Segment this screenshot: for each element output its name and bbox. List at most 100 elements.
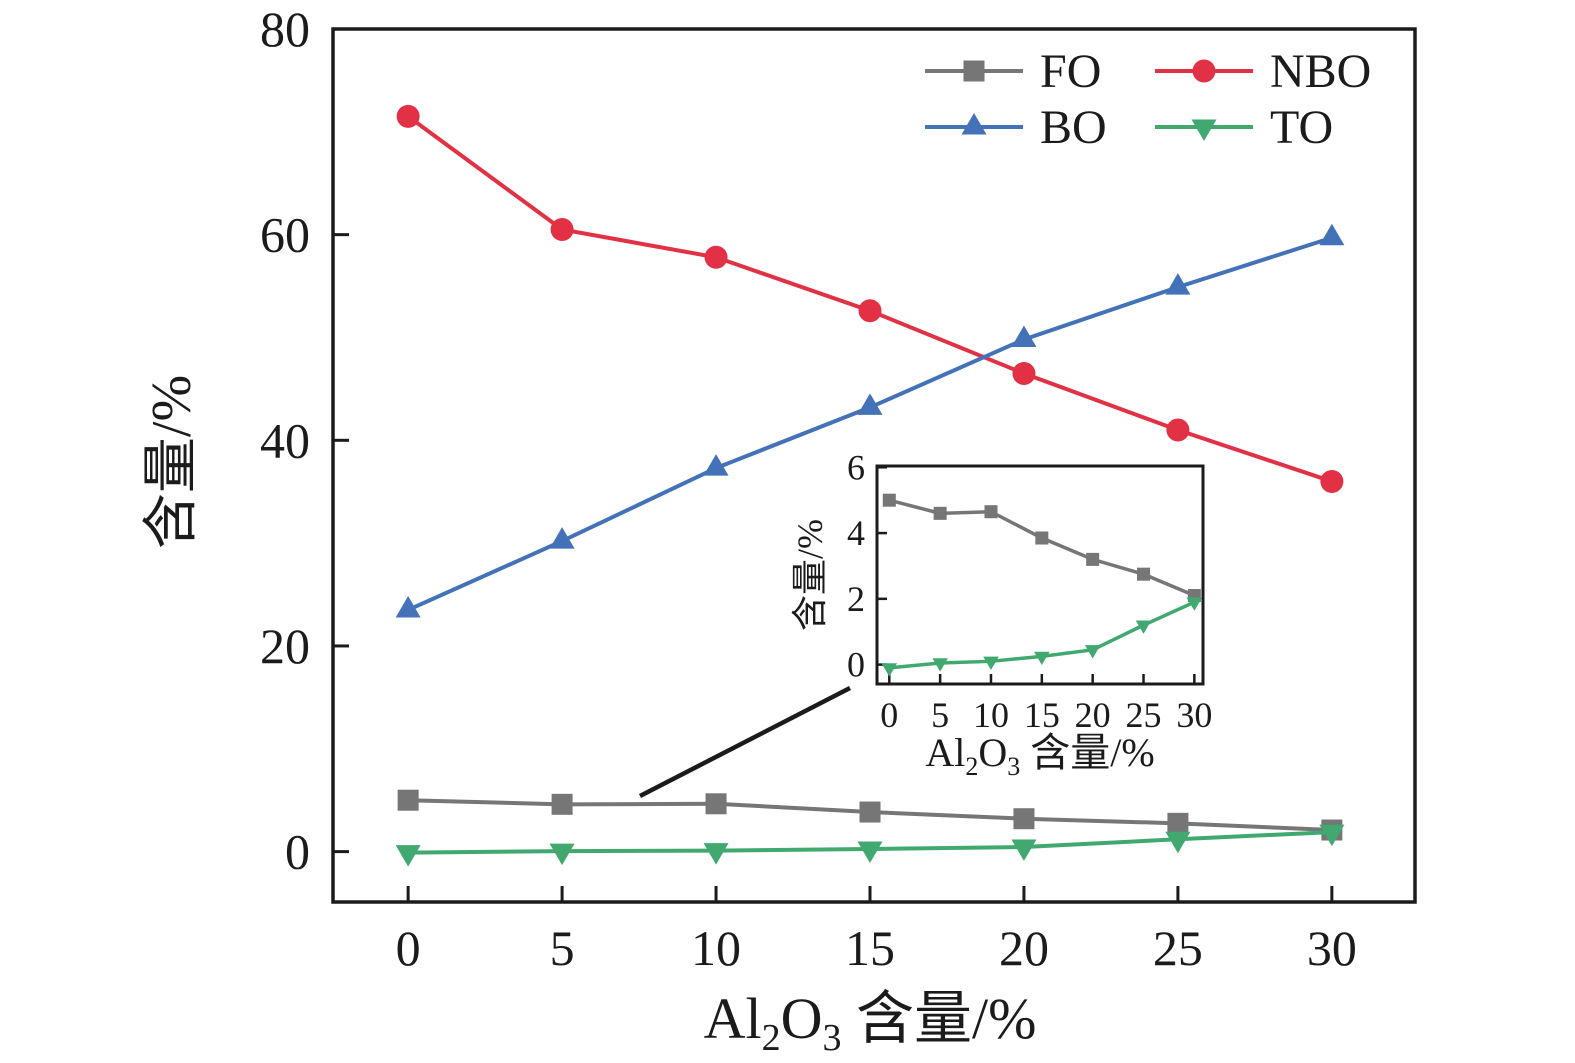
data-point-FO: [1013, 808, 1035, 830]
label-part: Al: [925, 730, 965, 775]
data-point-NBO: [1320, 469, 1344, 493]
legend-marker-square: [963, 60, 985, 82]
inset-x-tick-label: 10: [973, 695, 1009, 735]
inset-y-tick-label: 6: [847, 447, 865, 487]
data-point-TO: [983, 656, 999, 670]
inset-x-tick-label: 25: [1126, 695, 1162, 735]
legend-item-NBO: NBO: [1155, 45, 1371, 98]
series-TO: [881, 597, 1203, 677]
legend-item-BO: BO: [925, 101, 1107, 154]
data-point-BO: [549, 527, 575, 549]
legend-marker-circle: [1192, 59, 1216, 83]
label-part: 含量/%: [1020, 730, 1154, 775]
data-point-FO: [882, 493, 896, 507]
label-part: O: [781, 986, 823, 1051]
inset-series-group: [881, 493, 1203, 677]
data-point-FO: [984, 505, 998, 519]
data-point-TO: [857, 841, 883, 864]
data-point-NBO: [704, 245, 728, 269]
data-point-TO: [1186, 597, 1203, 611]
data-point-TO: [1034, 651, 1050, 666]
legend-marker-triangle-up: [961, 113, 987, 135]
data-point-TO: [1135, 620, 1152, 634]
y-tick-label: 60: [260, 207, 310, 263]
data-point-NBO: [1012, 361, 1036, 385]
data-point-FO: [551, 793, 573, 815]
legend-label: NBO: [1270, 45, 1371, 98]
inset-x-tick-label: 20: [1075, 695, 1111, 735]
series-BO: [395, 223, 1345, 618]
legend: FO NBO BO TO: [925, 45, 1371, 154]
data-point-TO: [1084, 645, 1101, 659]
y-tick-label: 20: [260, 618, 310, 674]
x-axis: 0 5 10 15 20 25 30: [396, 886, 1357, 976]
inset-y-tick-label: 2: [847, 579, 865, 619]
inset-x-tick-label: 30: [1176, 695, 1212, 735]
x-tick-label: 0: [396, 920, 421, 976]
inset-x-tick-label: 5: [931, 695, 949, 735]
x-tick-label: 30: [1307, 920, 1357, 976]
data-point-BO: [703, 454, 729, 476]
label-part: 2: [762, 1017, 781, 1059]
y-tick-label: 0: [285, 824, 310, 880]
series-FO: [397, 789, 1343, 841]
data-point-NBO: [550, 218, 574, 242]
inset-y-axis-title: 含量/%: [790, 519, 830, 631]
x-axis-title: Al2O3 含量/%: [704, 986, 1037, 1059]
inset-x-tick-label: 15: [1024, 695, 1060, 735]
y-tick-label: 40: [260, 412, 310, 468]
x-tick-label: 10: [691, 920, 741, 976]
plot-frame: [331, 27, 1417, 904]
label-part: 3: [1007, 752, 1020, 781]
legend-item-FO: FO: [925, 45, 1101, 98]
data-point-FO: [397, 789, 419, 811]
data-point-NBO: [396, 104, 420, 128]
inset-x-tick-label: 0: [880, 695, 898, 735]
data-point-BO: [857, 393, 883, 415]
data-point-TO: [932, 658, 948, 672]
series-NBO: [396, 104, 1344, 493]
label-part: Al: [704, 986, 762, 1051]
series-FO: [882, 493, 1201, 603]
data-point-FO: [1035, 531, 1049, 545]
data-point-BO: [1165, 273, 1191, 295]
data-point-TO: [1011, 839, 1037, 861]
inset-y-tick-label: 0: [847, 645, 865, 685]
data-point-FO: [1086, 552, 1100, 566]
data-point-FO: [933, 506, 947, 520]
x-tick-label: 15: [845, 920, 895, 976]
label-part: 3: [822, 1017, 841, 1059]
data-point-TO: [395, 845, 421, 867]
inset-frame: [875, 464, 1205, 686]
data-point-FO: [859, 801, 881, 823]
data-point-TO: [703, 843, 729, 865]
inset-x-axis-title: Al2O3 含量/%: [925, 730, 1154, 781]
x-tick-label: 25: [1153, 920, 1203, 976]
data-point-FO: [705, 793, 727, 815]
inset-leader-line: [638, 685, 852, 799]
legend-marker-triangle-down: [1191, 119, 1217, 141]
y-axis-title: 含量/%: [141, 375, 203, 549]
label-part: O: [978, 730, 1007, 775]
label-part: 含量/%: [841, 986, 1036, 1051]
data-point-BO: [1011, 325, 1037, 348]
data-point-NBO: [1166, 418, 1190, 442]
data-point-BO: [395, 595, 421, 618]
inset-y-tick-label: 4: [847, 513, 865, 553]
data-point-FO: [1167, 812, 1189, 834]
data-point-TO: [881, 663, 898, 677]
legend-label: FO: [1040, 45, 1101, 98]
series-TO: [395, 824, 1345, 867]
y-axis: 0 20 40 60 80: [260, 1, 349, 880]
data-point-FO: [1137, 567, 1151, 581]
data-point-TO: [549, 843, 575, 866]
data-point-NBO: [858, 299, 882, 323]
x-tick-label: 5: [550, 920, 575, 976]
legend-label: BO: [1040, 101, 1107, 154]
data-point-TO: [1319, 824, 1345, 847]
legend-item-TO: TO: [1155, 101, 1333, 154]
y-tick-label: 80: [260, 1, 310, 57]
